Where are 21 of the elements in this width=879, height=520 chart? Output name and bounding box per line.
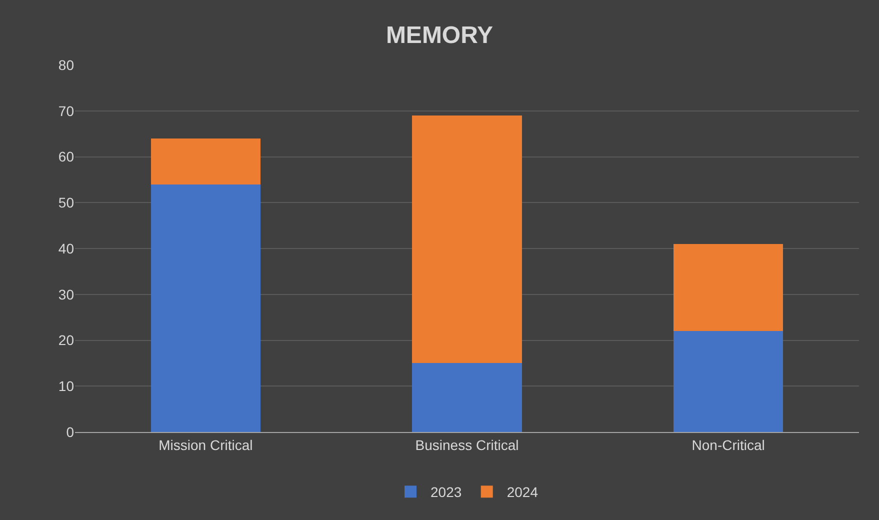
y-tick-label: 20	[58, 332, 74, 348]
bar	[673, 244, 784, 332]
legend-label: 2024	[506, 484, 538, 500]
chart-title: MEMORY	[386, 22, 494, 49]
y-tick-label: 0	[66, 424, 74, 440]
x-tick-label: Business Critical	[415, 436, 519, 453]
legend-label: 2023	[430, 484, 462, 500]
x-tick-label: Mission Critical	[158, 436, 253, 453]
y-tick-label: 30	[58, 286, 74, 302]
y-tick-label: 80	[58, 56, 74, 73]
x-tick-label: Non-Critical	[692, 436, 765, 453]
y-tick-label: 60	[58, 148, 74, 165]
y-tick-label: 50	[58, 194, 74, 211]
bar	[412, 363, 522, 432]
y-tick-label: 40	[58, 240, 74, 256]
bar	[150, 138, 261, 184]
bar	[150, 184, 261, 432]
bar	[412, 115, 522, 364]
y-tick-label: 10	[58, 378, 74, 394]
bar	[673, 331, 784, 432]
y-tick-label: 70	[58, 102, 74, 119]
